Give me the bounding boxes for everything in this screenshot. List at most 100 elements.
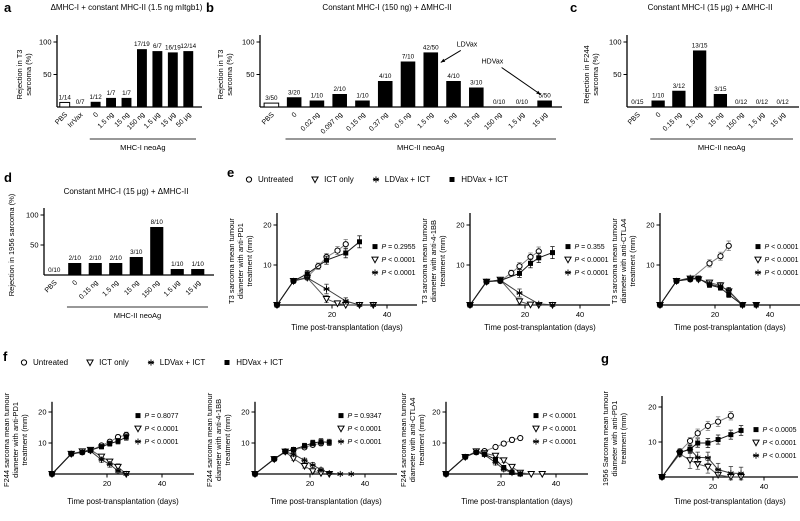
svg-text:20: 20 [646, 221, 654, 230]
svg-text:8/10: 8/10 [151, 219, 164, 226]
legend-item-label: LDVax + ICT [159, 357, 206, 367]
svg-text:MHC-I neoAg: MHC-I neoAg [120, 143, 165, 152]
svg-text:3/50: 3/50 [265, 95, 278, 102]
svg-text:diameter with anti-PD1: diameter with anti-PD1 [11, 402, 20, 478]
legend-item-untreated: Untreated [243, 173, 293, 185]
chart-d-rejection-1956: Constant MHC-I (15 μg) + ΔMHC-II Rejectio… [0, 170, 225, 350]
legend-item-label: ICT only [99, 357, 129, 367]
svg-text:3/15: 3/15 [714, 86, 727, 93]
svg-text:Time post-transplantation (day: Time post-transplantation (days) [674, 323, 786, 332]
svg-text:3/10: 3/10 [470, 80, 483, 87]
svg-text:2/10: 2/10 [89, 255, 102, 262]
svg-text:20: 20 [521, 310, 529, 319]
svg-text:P < 0.0001: P < 0.0001 [575, 270, 609, 277]
svg-text:1.5 μg: 1.5 μg [143, 111, 162, 130]
svg-text:150 ng: 150 ng [483, 111, 503, 131]
chart-e-t3-anti-41bb: 10 20 20 40 T3 sarcoma mean tumour diameter w… [420, 192, 610, 344]
svg-text:P < 0.0001: P < 0.0001 [765, 270, 799, 277]
svg-text:0.15 ng: 0.15 ng [78, 279, 100, 301]
svg-text:2/10: 2/10 [69, 255, 82, 262]
svg-text:20: 20 [38, 408, 46, 417]
svg-text:13/15: 13/15 [692, 42, 708, 49]
svg-text:P = 0.355: P = 0.355 [575, 244, 605, 251]
svg-text:150 ng: 150 ng [126, 111, 146, 131]
svg-text:0/10: 0/10 [48, 267, 61, 274]
svg-text:P < 0.0001: P < 0.0001 [145, 426, 179, 433]
svg-text:0/10: 0/10 [516, 99, 529, 106]
legend-item-ict-only: ICT only [309, 173, 354, 185]
svg-text:1.5 μg: 1.5 μg [507, 111, 526, 130]
svg-text:treatment (mm): treatment (mm) [245, 235, 254, 287]
panel-label-d: d [4, 170, 12, 185]
svg-text:1/7: 1/7 [107, 90, 116, 97]
svg-text:P < 0.0001: P < 0.0001 [348, 439, 382, 446]
svg-text:0/12: 0/12 [735, 99, 748, 106]
svg-text:P < 0.0001: P < 0.0001 [575, 257, 609, 264]
svg-text:10: 10 [646, 261, 654, 270]
svg-text:2/10: 2/10 [110, 255, 123, 262]
svg-text:Constant MHC-I (15 μg) + ΔMHC-: Constant MHC-I (15 μg) + ΔMHC-II [64, 187, 189, 196]
svg-text:Time post-transplantation (day: Time post-transplantation (days) [461, 497, 573, 506]
svg-text:20: 20 [103, 479, 111, 488]
svg-text:Time post-transplantation (day: Time post-transplantation (days) [67, 497, 179, 506]
svg-text:P < 0.0001: P < 0.0001 [382, 257, 416, 264]
svg-text:40: 40 [552, 479, 560, 488]
svg-text:20: 20 [241, 408, 249, 417]
svg-text:PBS: PBS [261, 111, 276, 126]
chart-f-f244-anti-pd1: 10 20 20 40 F244 sarcoma mean tumour diameter… [0, 374, 205, 521]
svg-text:0/12: 0/12 [776, 99, 789, 106]
treatment-legend-e: Untreated ICT only LDVax + ICT HDVax + ICT [243, 173, 508, 185]
svg-text:0/15: 0/15 [631, 99, 644, 106]
svg-text:0.37 ng: 0.37 ng [368, 111, 390, 133]
svg-text:100: 100 [242, 38, 255, 47]
svg-text:sarcoma (%): sarcoma (%) [591, 53, 600, 96]
legend-item-ldvax-ict: LDVax + ICT [145, 356, 205, 368]
legend-item-label: ICT only [324, 174, 354, 184]
svg-text:1/10: 1/10 [311, 93, 324, 100]
svg-text:1/10: 1/10 [356, 93, 369, 100]
svg-text:1/7: 1/7 [122, 90, 131, 97]
svg-text:20: 20 [328, 310, 336, 319]
svg-text:Time post-transplantation (day: Time post-transplantation (days) [291, 323, 403, 332]
svg-text:Rejection in F244: Rejection in F244 [582, 45, 591, 103]
svg-text:diameter with anti-CTLA4: diameter with anti-CTLA4 [619, 219, 628, 304]
svg-text:0/10: 0/10 [493, 99, 506, 106]
svg-text:MHC-II neoAg: MHC-II neoAg [698, 143, 746, 152]
svg-text:HDVax: HDVax [482, 59, 504, 66]
svg-text:0.15 ng: 0.15 ng [662, 111, 684, 133]
svg-text:P < 0.0001: P < 0.0001 [543, 413, 577, 420]
svg-text:50: 50 [613, 70, 621, 79]
svg-text:Time post-transplantation (day: Time post-transplantation (days) [674, 497, 786, 506]
chart-e-t3-anti-pd1: 10 20 20 40 T3 sarcoma mean tumour diameter w… [225, 192, 420, 344]
svg-text:Constant MHC-I (15 μg) + ΔMHC-: Constant MHC-I (15 μg) + ΔMHC-II [648, 3, 773, 12]
svg-text:P < 0.0001: P < 0.0001 [765, 257, 799, 264]
svg-text:20: 20 [456, 221, 464, 230]
svg-text:1.5 μg: 1.5 μg [163, 279, 182, 298]
svg-text:150 ng: 150 ng [141, 279, 161, 299]
svg-text:0.5 ng: 0.5 ng [394, 111, 413, 130]
svg-text:20: 20 [709, 482, 717, 491]
svg-text:diameter with anti-CTLA4: diameter with anti-CTLA4 [408, 398, 417, 483]
legend-item-ldvax-ict: LDVax + ICT [370, 173, 430, 185]
svg-text:10: 10 [263, 261, 271, 270]
svg-text:6/7: 6/7 [153, 43, 162, 50]
svg-text:50: 50 [43, 70, 51, 79]
svg-text:Constant MHC-I (150 ng) + ΔMHC: Constant MHC-I (150 ng) + ΔMHC-II [322, 3, 451, 12]
svg-text:10: 10 [456, 261, 464, 270]
svg-text:42/50: 42/50 [423, 44, 439, 51]
svg-text:3/12: 3/12 [673, 83, 686, 90]
svg-text:P = 0.2955: P = 0.2955 [382, 244, 416, 251]
svg-text:0/7: 0/7 [76, 99, 85, 106]
svg-text:1/14: 1/14 [59, 94, 72, 101]
svg-text:sarcoma (%): sarcoma (%) [225, 53, 234, 96]
panel-label-c: c [570, 0, 578, 15]
svg-text:100: 100 [609, 38, 622, 47]
svg-text:15 ng: 15 ng [463, 111, 480, 128]
svg-text:P < 0.0001: P < 0.0001 [543, 439, 577, 446]
panel-label-g: g [601, 351, 609, 366]
svg-text:0/12: 0/12 [756, 99, 769, 106]
svg-text:F244 sarcoma mean tumour: F244 sarcoma mean tumour [2, 392, 11, 487]
svg-text:T3 sarcoma mean tumour: T3 sarcoma mean tumour [610, 218, 619, 304]
legend-item-label: LDVax + ICT [384, 174, 431, 184]
svg-text:0: 0 [71, 279, 79, 287]
